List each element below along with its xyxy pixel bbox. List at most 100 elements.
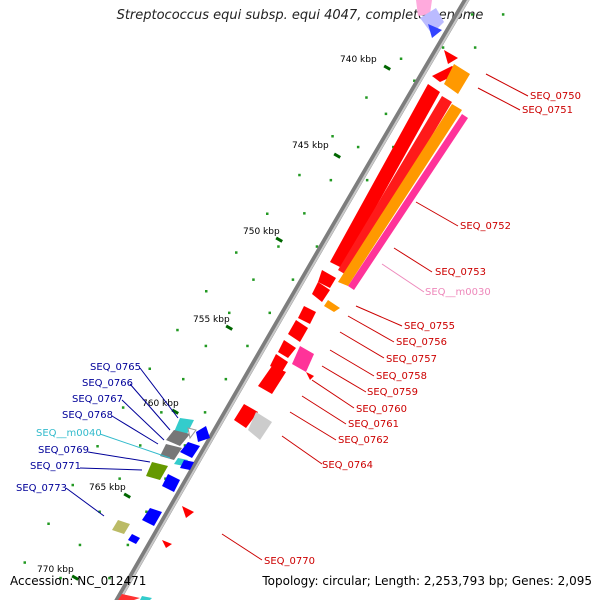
feature-label-seq-0755[interactable]: SEQ_0755	[404, 321, 455, 332]
feature-label-seq-0762[interactable]: SEQ_0762	[338, 435, 389, 446]
cds-arrow-0750[interactable]	[444, 50, 458, 64]
accession-text: Accession: NC_012471	[10, 574, 147, 588]
grid-dot	[118, 477, 121, 480]
cds-0758-b[interactable]	[292, 346, 314, 372]
cds-orange-strip[interactable]	[338, 104, 462, 286]
grid-dot	[252, 278, 255, 281]
grid-dot	[356, 145, 360, 149]
grid-dot	[203, 411, 207, 414]
cds-0755[interactable]	[324, 300, 340, 312]
cds-bottom[interactable]	[118, 594, 140, 600]
tick-marks	[71, 64, 391, 581]
feature-label-seq-0761[interactable]: SEQ_0761	[348, 419, 399, 430]
feature-label-seq-0756[interactable]: SEQ_0756	[396, 337, 447, 348]
grid-dot	[277, 245, 280, 248]
cds-0773[interactable]	[142, 508, 162, 526]
grid-dot	[96, 445, 99, 448]
feature-label-seq-0764[interactable]: SEQ_0764	[322, 460, 373, 471]
tick-label: 740 kbp	[340, 55, 377, 65]
feature-label-seq-0750[interactable]: SEQ_0750	[530, 91, 581, 102]
backbone-ring	[114, 0, 470, 600]
cds-0773-arrow[interactable]	[128, 534, 140, 544]
grid-dot	[224, 377, 228, 381]
feature-label-seq-0753[interactable]: SEQ_0753	[435, 267, 486, 278]
feature-label-seq-0768[interactable]: SEQ_0768	[62, 410, 113, 421]
cds-0770[interactable]	[162, 540, 172, 548]
tick-labels: 740 kbp 745 kbp 750 kbp 755 kbp 760 kbp …	[37, 55, 377, 575]
cds-0768[interactable]	[180, 442, 200, 458]
cds-0762[interactable]	[234, 404, 258, 428]
feature-label-seq-0752[interactable]: SEQ_0752	[460, 221, 511, 232]
grid-dot	[441, 46, 445, 49]
grid-dot	[329, 178, 333, 182]
grid-dot	[384, 112, 388, 116]
cds-0768-gray[interactable]	[160, 444, 182, 460]
tick-label: 770 kbp	[37, 565, 74, 575]
cds-0760[interactable]	[258, 366, 286, 394]
feature-label-seq-0766[interactable]: SEQ_0766	[82, 378, 133, 389]
cds-0758[interactable]	[278, 340, 296, 358]
grid-dot	[108, 576, 111, 580]
feature-label-seq-0769[interactable]: SEQ_0769	[38, 445, 89, 456]
grid-dot	[160, 411, 163, 414]
grid-dot	[315, 245, 319, 248]
cds-0771[interactable]	[162, 474, 180, 492]
feature-label-seq-0758[interactable]: SEQ_0758	[376, 371, 427, 382]
backbone-ring-highlight	[118, 0, 470, 600]
feature-label-seq-m0040[interactable]: SEQ__m0040	[36, 428, 102, 439]
cds-0773-khaki[interactable]	[112, 520, 130, 534]
left-labels: SEQ_0765 SEQ_0766 SEQ_0767 SEQ_0768 SEQ_…	[16, 362, 141, 494]
cds-0766[interactable]	[166, 430, 190, 446]
grid-dot	[501, 13, 505, 16]
cds-orange-0751[interactable]	[444, 64, 470, 94]
cds-pink-strip[interactable]	[348, 114, 468, 290]
cds-0766-b[interactable]	[187, 427, 197, 440]
feature-label-seq-0760[interactable]: SEQ_0760	[356, 404, 407, 415]
cds-0757[interactable]	[288, 320, 308, 342]
grid-dot	[176, 328, 179, 332]
grid-dot	[126, 543, 130, 547]
cds-0764[interactable]	[248, 412, 272, 440]
cds-0752-b[interactable]	[338, 96, 452, 276]
cds-0770-a[interactable]	[182, 506, 194, 518]
feature-label-seq-0757[interactable]: SEQ_0757	[386, 354, 437, 365]
cds-0769[interactable]	[180, 460, 194, 470]
tick-label: 765 kbp	[89, 483, 126, 493]
feature-label-seq-0759[interactable]: SEQ_0759	[367, 387, 418, 398]
grid-dot	[205, 290, 208, 293]
grid-dot	[23, 561, 26, 564]
feature-label-seq-0770[interactable]: SEQ_0770	[264, 556, 315, 567]
cds-0771-olive[interactable]	[146, 462, 168, 480]
grid-dot	[268, 311, 271, 315]
grid-dot	[121, 406, 125, 409]
grid-dot	[204, 344, 208, 348]
feature-label-seq-0767[interactable]: SEQ_0767	[72, 394, 123, 405]
tick-label: 750 kbp	[243, 227, 280, 237]
grid-dot	[235, 251, 238, 254]
cds-0761-arrow[interactable]	[306, 372, 314, 380]
grid-dot	[365, 96, 368, 99]
cds-bottom-cyan[interactable]	[140, 596, 152, 600]
grid-dot	[413, 79, 416, 82]
cds-0756[interactable]	[298, 306, 316, 324]
cds-0752[interactable]	[330, 84, 440, 268]
map-title: Streptococcus equi subsp. equi 4047, com…	[116, 8, 484, 23]
cds-0753-head[interactable]	[318, 270, 336, 288]
grid-dot	[331, 135, 334, 138]
feature-label-seq-0751[interactable]: SEQ_0751	[522, 105, 573, 116]
grid-dot	[303, 212, 306, 215]
grid-dot	[470, 13, 474, 16]
cds-0753[interactable]	[312, 282, 330, 302]
grid-dot	[183, 444, 187, 447]
grid-dot	[164, 477, 167, 480]
tick-label: 755 kbp	[193, 315, 230, 325]
feature-label-seq-m0030[interactable]: SEQ__m0030	[425, 287, 491, 298]
feature-label-seq-0771[interactable]: SEQ_0771	[30, 461, 81, 472]
right-leader-lines	[221, 73, 529, 561]
feature-label-seq-0765[interactable]: SEQ_0765	[90, 362, 141, 373]
feature-label-seq-0773[interactable]: SEQ_0773	[16, 483, 67, 494]
cds-0767[interactable]	[196, 426, 210, 442]
grid-dot	[148, 367, 151, 370]
reverse-strand-features	[112, 418, 210, 600]
